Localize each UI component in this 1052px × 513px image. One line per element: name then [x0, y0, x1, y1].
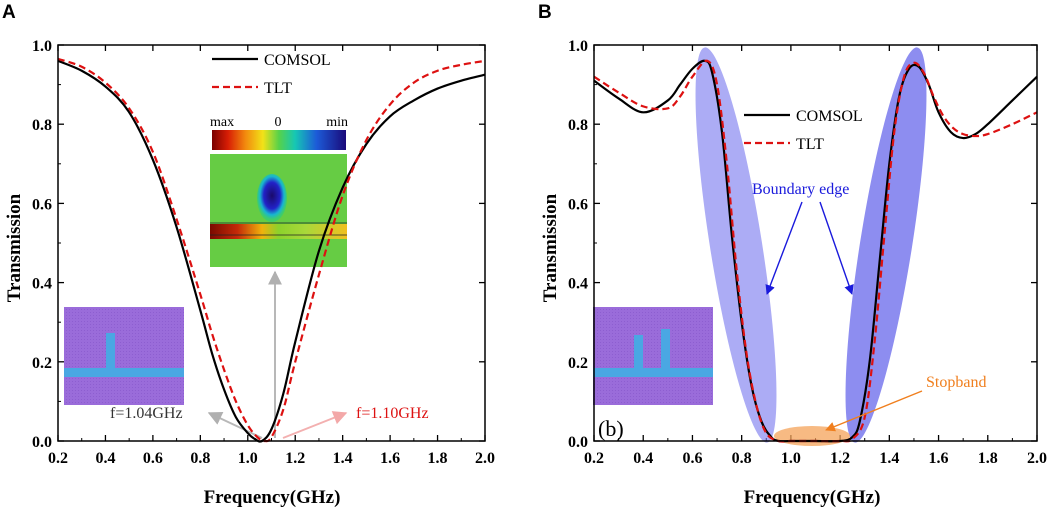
panel-b-ytick-label: 0.4 [568, 276, 588, 293]
panel-b-xtick-label: 1.8 [978, 450, 998, 467]
stopband-label: Stopband [926, 374, 986, 391]
panel-b-xtick-label: 1.0 [781, 450, 801, 467]
panel-b-xtick-label: 0.6 [682, 450, 702, 467]
panel-b-legend: COMSOL TLT [744, 108, 863, 153]
panel-b-inset-main-line [593, 368, 713, 377]
panel-a-xtick-label: 2.0 [475, 450, 495, 467]
panel-a-geometry-inset [64, 307, 184, 405]
colorbar-zero-label: 0 [275, 115, 282, 130]
panel-a-legend: COMSOL TLT [212, 52, 331, 97]
panel-a-ylabel: Transmission [4, 193, 25, 302]
right-boundary-edge-region [845, 47, 927, 443]
panel-b-inset-substrate [593, 307, 713, 405]
panel-a-xtick-label: 0.6 [143, 450, 163, 467]
legend-tlt-label: TLT [264, 80, 292, 97]
panel-a-xlabel: Frequency(GHz) [204, 487, 341, 508]
panel-a-inset-stub [106, 333, 115, 371]
left-boundary-edge-region [695, 47, 777, 443]
panel-a-ytick-label: 0.2 [32, 355, 52, 372]
panel-b-subtitle: (b) [598, 416, 624, 441]
panel-a-inset-main-line [64, 368, 184, 377]
boundary-edge-label: Boundary edge [752, 181, 849, 198]
panel-a-xtick-label: 0.8 [190, 450, 210, 467]
panel-b-ytick-label: 0.6 [568, 196, 588, 213]
legend-comsol-label: COMSOL [264, 52, 331, 69]
panel-a-field-inset: max 0 min [210, 115, 348, 267]
panel-a-arrow-f104 [207, 412, 263, 439]
panel-a-inset-substrate [64, 307, 184, 405]
panel-b-ytick-label: 1.0 [568, 38, 588, 55]
panel-a-xtick-label: 0.4 [95, 450, 115, 467]
panel-a-f104-label: f=1.04GHz [110, 405, 183, 422]
colorbar-min-label: min [326, 115, 348, 130]
panel-b-xlabel: Frequency(GHz) [744, 487, 881, 508]
panel-b-xtick-label: 0.2 [584, 450, 604, 467]
colorbar-max-label: max [210, 115, 234, 130]
panel-a-xtick-label: 1.2 [285, 450, 305, 467]
panel-b-ticks: 0.2 0.4 0.6 0.8 1.0 1.2 1.4 1.6 1.8 2.00.00.20.40… [568, 38, 1047, 467]
panel-b-frame [593, 44, 1038, 442]
panel-a-xtick-label: 1.6 [380, 450, 400, 467]
panel-b: B Transmission Frequency(GHz) 0.2 0.4 0.6 0… [538, 2, 1047, 508]
panel-a-series-tlt [57, 57, 486, 443]
panel-a-xtick-label: 0.2 [48, 450, 68, 467]
legend-b-tlt-label: TLT [796, 136, 824, 153]
panel-b-ytick-label: 0.8 [568, 117, 588, 134]
panel-a-ytick-label: 0.6 [32, 196, 52, 213]
panel-b-xtick-label: 0.4 [633, 450, 653, 467]
legend-b-comsol-label: COMSOL [796, 108, 863, 125]
panel-b-xtick-label: 2.0 [1027, 450, 1047, 467]
panel-a-arrow-f110 [282, 411, 348, 439]
panel-b-inset-stub-left [634, 335, 643, 371]
panel-b-letter: B [538, 2, 552, 23]
panel-b-xtick-label: 0.8 [732, 450, 752, 467]
stopband-region [774, 426, 850, 446]
panel-a: A Transmission Frequency(GHz) 0.2 0.4 0.6 0… [2, 2, 495, 508]
panel-a-ytick-label: 0.8 [32, 117, 52, 134]
panel-b-ytick-label: 0.0 [568, 434, 588, 451]
panel-b-xtick-label: 1.4 [879, 450, 899, 467]
panel-a-ytick-label: 0.4 [32, 276, 52, 293]
panel-a-ticks: 0.2 0.4 0.6 0.8 1.0 1.2 1.4 1.6 1.8 2.00.00.20.40… [32, 38, 495, 467]
panel-a-ytick-label: 1.0 [32, 38, 52, 55]
panel-a-xtick-label: 1.8 [428, 450, 448, 467]
panel-a-xtick-label: 1.0 [238, 450, 258, 467]
panel-b-geometry-inset [593, 307, 713, 405]
panel-a-f110-label: f=1.10GHz [356, 405, 429, 422]
panel-b-ytick-label: 0.2 [568, 355, 588, 372]
boundary-arrow-left [765, 201, 803, 295]
panel-b-series-tlt [593, 59, 1038, 443]
panel-a-frame [57, 44, 486, 442]
panel-a-ytick-label: 0.0 [32, 434, 52, 451]
colorbar [212, 130, 346, 150]
field-map-resonance [257, 174, 287, 222]
stopband-arrow [825, 390, 923, 432]
panel-b-xtick-label: 1.2 [830, 450, 850, 467]
panel-b-inset-stub-right [661, 329, 670, 371]
boundary-arrow-right [819, 201, 854, 295]
panel-a-letter: A [2, 2, 16, 23]
panel-a-xtick-label: 1.4 [333, 450, 353, 467]
panel-b-ylabel: Transmission [540, 193, 561, 302]
panel-b-xtick-label: 1.6 [929, 450, 949, 467]
